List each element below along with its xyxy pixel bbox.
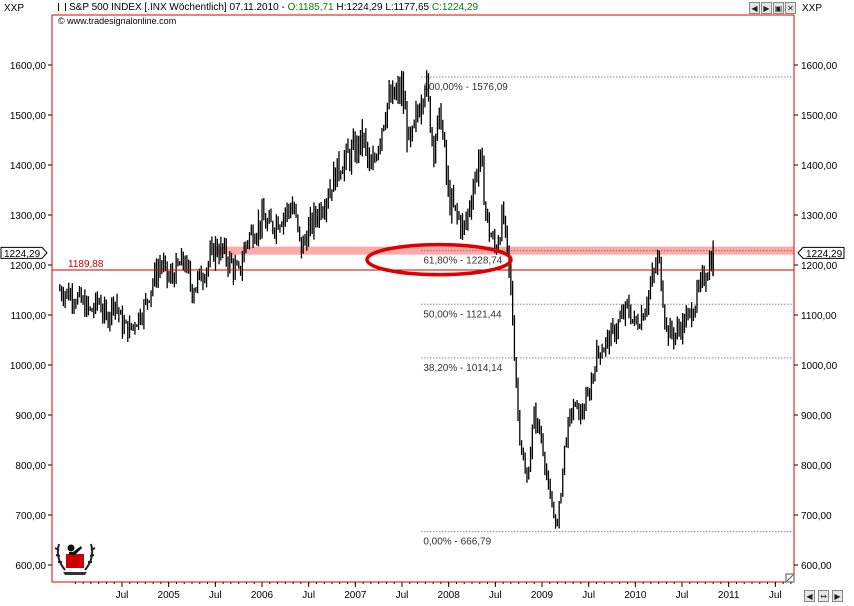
y-tick-label-right: 800,00 (801, 461, 832, 472)
x-tick-label: 2008 (438, 590, 461, 601)
x-tick-label: 2005 (158, 590, 181, 601)
symbol-label-left: XXP (4, 3, 25, 14)
y-tick-label-right: 1600,00 (801, 61, 838, 72)
x-tick-label: 2006 (251, 590, 274, 601)
window-button-maximize-icon[interactable]: ▣ (773, 2, 784, 14)
window-button-close-icon[interactable]: ✕ (785, 2, 796, 14)
y-tick-label-left: 1400,00 (10, 161, 47, 172)
y-tick-label-left: 600,00 (15, 561, 46, 572)
fib-level-label: 38,20% - 1014,14 (423, 363, 502, 374)
reference-line-label: 1189,88 (68, 259, 104, 270)
high-value: H:1224,29 (333, 2, 383, 13)
current-value-tag-left-label: 1224,29 (4, 249, 41, 260)
highlight-band (215, 246, 795, 255)
y-tick-label-left: 1600,00 (10, 61, 47, 72)
y-tick-label-right: 1100,00 (801, 311, 837, 322)
y-tick-label-right: 1300,00 (801, 211, 838, 222)
y-tick-label-left: 1500,00 (10, 111, 47, 122)
window-button-right-icon[interactable]: ▶ (761, 2, 772, 14)
source-watermark: © www.tradesignalonline.com (58, 16, 177, 26)
y-tick-label-right: 600,00 (801, 561, 832, 572)
scroll-left-icon[interactable]: ◀ (804, 590, 815, 602)
scroll-right-icon[interactable]: ▶ (832, 590, 843, 602)
fib-level-label: 0,00% - 666,79 (423, 537, 491, 548)
current-value-tag-right (797, 246, 845, 259)
line-style-icon (58, 3, 66, 11)
resize-grip-icon[interactable] (785, 573, 795, 583)
x-tick-label: Jul (582, 590, 595, 601)
close-value: C:1224,29 (429, 2, 479, 13)
chart-header: S&P 500 INDEX [.INX Wöchentlich] 07.11.2… (58, 2, 478, 13)
x-tick-label: Jul (209, 590, 222, 601)
x-tick-label: Jul (489, 590, 502, 601)
x-tick-label: Jul (676, 590, 689, 601)
x-tick-label: Jul (116, 590, 129, 601)
x-tick-label: 2007 (344, 590, 367, 601)
y-tick-label-right: 1400,00 (801, 161, 838, 172)
resize-grip-mark (786, 574, 794, 582)
y-tick-label-right: 700,00 (801, 511, 832, 522)
chart-title: S&P 500 INDEX [.INX Wöchentlich] 07.11.2… (69, 2, 288, 13)
zoom-toggle-icon[interactable]: ↔ (818, 590, 829, 602)
x-tick-label: 2010 (624, 590, 647, 601)
x-tick-label: Jul (396, 590, 409, 601)
window-button-left-icon[interactable]: ◀ (749, 2, 760, 14)
y-tick-label-left: 1200,00 (10, 261, 47, 272)
fib-level-label: 50,00% - 1121,44 (423, 309, 502, 320)
open-value: O:1185,71 (287, 2, 334, 13)
y-tick-label-left: 900,00 (15, 411, 46, 422)
x-tick-label: 2009 (531, 590, 554, 601)
current-value-tag-left (0, 246, 48, 259)
y-tick-label-left: 1300,00 (10, 211, 47, 222)
logo-icon (54, 543, 96, 575)
y-tick-label-left: 1100,00 (11, 311, 47, 322)
y-tick-label-right: 1500,00 (801, 111, 838, 122)
y-tick-label-right: 1200,00 (801, 261, 838, 272)
symbol-label-right: XXP (802, 3, 823, 14)
y-tick-label-left: 1000,00 (10, 361, 47, 372)
low-value: L:1177,65 (382, 2, 430, 13)
x-tick-label: Jul (769, 590, 782, 601)
y-tick-label-right: 1000,00 (801, 361, 838, 372)
x-tick-label: Jul (302, 590, 315, 601)
y-tick-label-left: 700,00 (15, 511, 46, 522)
fib-level-label: 61,80% - 1228,74 (423, 256, 502, 267)
fib-level-label: 100,00% - 1576,09 (423, 82, 508, 93)
x-tick-label: 2011 (718, 590, 740, 601)
y-tick-label-right: 900,00 (801, 411, 832, 422)
current-value-tag-right-label: 1224,29 (806, 249, 843, 260)
y-tick-label-left: 800,00 (15, 461, 46, 472)
annotation-ellipse (365, 242, 513, 277)
